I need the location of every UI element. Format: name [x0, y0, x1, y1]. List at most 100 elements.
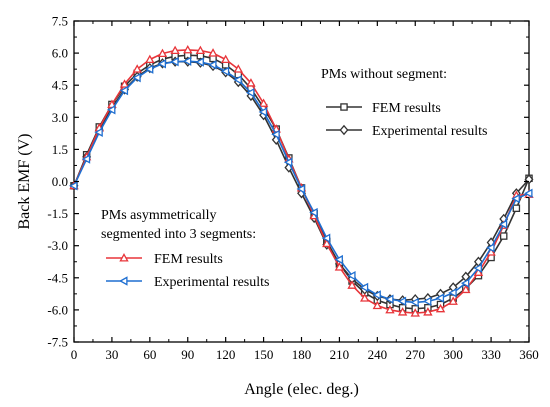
data-point [435, 293, 445, 303]
y-tick-label: -6.0 [47, 302, 68, 317]
data-point [94, 127, 103, 137]
data-point [334, 254, 343, 265]
data-point [435, 303, 446, 313]
legend-marker [339, 124, 349, 136]
series-line [73, 60, 530, 304]
data-point [397, 307, 408, 316]
data-point [132, 64, 142, 73]
y-tick-label: -1.5 [47, 206, 68, 221]
data-point [512, 204, 521, 212]
data-point [119, 79, 130, 88]
data-point [359, 293, 370, 302]
axes: 0 30 60 90 120 150 180 210 240 270 300 330 360 -7.5 -6… [16, 14, 539, 399]
y-tick-label: 4.5 [52, 78, 68, 93]
data-point [246, 87, 255, 98]
data-point [157, 59, 167, 69]
data-point [119, 85, 129, 96]
x-tick-label: 180 [292, 347, 312, 362]
data-point [144, 64, 154, 74]
data-point [258, 107, 268, 117]
data-point [322, 238, 332, 248]
data-point [448, 288, 457, 298]
legend-asymmetric-segmented: PMs asymmetrically segmented into 3 segme… [101, 208, 269, 290]
x-tick-label: 330 [481, 347, 501, 362]
data-point [106, 105, 116, 115]
y-tick-label: 3.0 [52, 110, 68, 125]
x-tick-label: 270 [406, 347, 426, 362]
y-tick-label: 1.5 [52, 142, 68, 157]
data-point [397, 296, 407, 307]
series-0 [70, 51, 533, 313]
x-tick-label: 0 [71, 347, 78, 362]
data-point [220, 54, 231, 64]
series-1 [69, 56, 534, 306]
x-tick-label: 90 [181, 347, 194, 362]
legend-title: PMs without segment: [321, 67, 447, 82]
data-point [195, 45, 206, 55]
data-point [423, 307, 433, 316]
series-line [73, 60, 530, 302]
x-tick-label: 60 [143, 347, 156, 362]
data-point [422, 296, 432, 307]
y-tick-label: 6.0 [52, 46, 68, 61]
y-tick-label: -3.0 [47, 238, 68, 253]
legend-label: FEM results [154, 252, 223, 267]
data-point [334, 262, 345, 271]
x-tick-label: 150 [254, 347, 274, 362]
data-point [271, 129, 280, 140]
data-point [461, 284, 471, 294]
y-tick-label: 7.5 [52, 14, 68, 29]
data-point [309, 207, 318, 218]
data-point [208, 60, 217, 70]
data-point [296, 184, 306, 194]
data-point [385, 304, 395, 314]
data-point [486, 243, 495, 253]
legend-title-line: PMs asymmetrically [101, 208, 217, 223]
data-point [69, 181, 78, 191]
series-line [73, 49, 530, 314]
data-point [145, 54, 155, 64]
data-point [498, 219, 508, 230]
y-axis-title: Back EMF (V) [16, 134, 33, 230]
x-tick-label: 300 [443, 347, 463, 362]
data-point [183, 44, 193, 54]
data-point [473, 267, 484, 276]
data-point [359, 282, 369, 293]
series-line [73, 54, 530, 310]
legend-marker [119, 276, 128, 286]
legend-without-segment: PMs without segment: FEM results Experimen… [321, 67, 487, 139]
legend-label: Experimental results [154, 275, 269, 290]
legend-marker [119, 253, 129, 262]
data-point [511, 193, 520, 204]
legend-label: Experimental results [372, 124, 487, 139]
data-point [246, 78, 256, 87]
legend-label: FEM results [372, 101, 441, 116]
data-point [81, 154, 91, 164]
data-point [473, 263, 482, 273]
data-point [385, 294, 394, 304]
legends: PMs without segment: FEM results Experimen… [101, 67, 487, 290]
data-point [195, 57, 204, 67]
data-point [347, 270, 356, 281]
data-point [233, 75, 242, 85]
x-tick-label: 240 [368, 347, 388, 362]
y-tick-label: -7.5 [47, 335, 68, 350]
y-tick-label: -4.5 [47, 270, 68, 285]
data-point [208, 48, 218, 57]
data-point [258, 98, 269, 107]
data-point [220, 66, 230, 76]
y-tick-label: 0.0 [52, 174, 68, 189]
legend-title-line: segmented into 3 segments: [101, 227, 256, 242]
data-series [69, 44, 534, 317]
data-point [157, 48, 168, 58]
data-point [499, 232, 508, 240]
series-3 [69, 56, 533, 308]
x-axis-title: Angle (elec. deg.) [244, 381, 359, 398]
data-point [170, 56, 179, 67]
data-point [460, 278, 470, 288]
data-point [448, 296, 458, 305]
data-point [410, 308, 420, 317]
data-point [410, 297, 419, 308]
data-point [233, 64, 244, 73]
